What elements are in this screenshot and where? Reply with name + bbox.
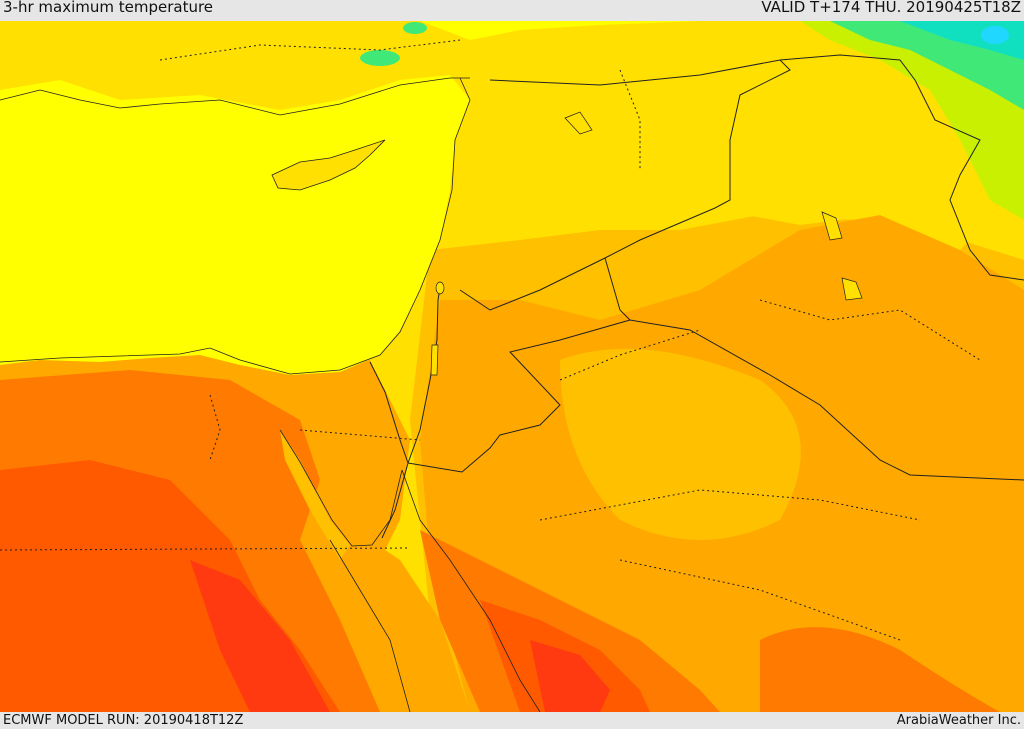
red-sea [330, 520, 470, 712]
map-footer: ECMWF MODEL RUN: 20190418T12Z ArabiaWeat… [0, 712, 1024, 729]
region-borders [0, 39, 981, 641]
dead-sea [430, 344, 439, 376]
anatolia-cool [0, 21, 700, 40]
sea-of-galilee [435, 281, 445, 295]
east-extreme [760, 627, 1000, 712]
cool-spot-north-2 [403, 22, 427, 34]
cool-spot-north [360, 50, 400, 66]
temperature-map-canvas [0, 21, 1024, 712]
lake-tharthar [821, 211, 843, 241]
temperature-map[interactable] [0, 21, 1024, 712]
hot-pocket-central [560, 348, 801, 540]
anatolia-warm [0, 21, 1024, 160]
valid-time: VALID T+174 THU. 20190425T18Z [761, 0, 1021, 16]
model-run: ECMWF MODEL RUN: 20190418T12Z [3, 713, 244, 728]
hejaz-extreme [420, 530, 720, 712]
lake-assad [564, 111, 593, 135]
egypt-extreme-3 [190, 560, 330, 712]
map-title: 3-hr maximum temperature [3, 0, 214, 16]
coastlines [0, 77, 541, 712]
hejaz-extreme-3 [530, 640, 610, 712]
gulf-of-suez [280, 430, 350, 560]
cyprus [271, 139, 386, 191]
iraq-warm [700, 90, 980, 250]
credit: ArabiaWeather Inc. [896, 713, 1021, 728]
lake-milh [841, 277, 863, 301]
map-header: 3-hr maximum temperature VALID T+174 THU… [0, 0, 1024, 21]
mediterranean-sea [0, 75, 470, 375]
coldest-spot [981, 26, 1009, 44]
